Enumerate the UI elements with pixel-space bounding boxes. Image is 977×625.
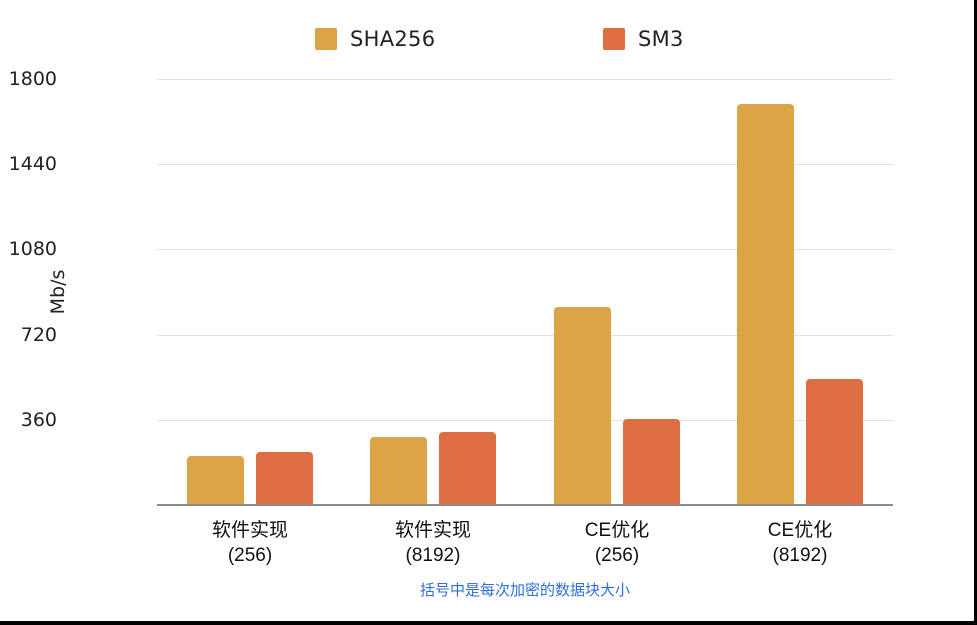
legend-label-sm3: SM3: [638, 27, 684, 51]
gridline-720: [157, 335, 893, 336]
bar-sm3-2: [439, 432, 496, 505]
bar-sha256-4: [737, 104, 794, 505]
legend-swatch-sha256: [315, 28, 337, 50]
x-axis-footnote: 括号中是每次加密的数据块大小: [419, 582, 630, 599]
bar-sm3-3: [623, 419, 680, 505]
x-category-label-4-line1: CE优化: [767, 520, 833, 541]
gridline-1440: [157, 164, 893, 165]
bar-sm3-4: [806, 379, 863, 505]
bar-sha256-3: [554, 307, 611, 505]
x-category-label-4-line2: (8192): [772, 545, 828, 566]
plot-area: 1800 1440 1080 720 360: [9, 68, 893, 506]
x-category-label-3: CE优化 (256): [537, 518, 697, 568]
y-tick-360: 360: [20, 409, 57, 431]
legend-item-sha256: SHA256: [315, 24, 435, 54]
legend-label-sha256: SHA256: [350, 27, 436, 51]
legend-item-sm3: SM3: [603, 24, 684, 54]
legend-swatch-sm3: [603, 28, 625, 50]
gridline-1080: [157, 249, 893, 250]
y-tick-1080: 1080: [8, 238, 57, 260]
x-category-label-2: 软件实现 (8192): [353, 518, 513, 568]
y-axis-label: Mb/s: [47, 269, 69, 315]
x-category-label-1-line2: (256): [227, 545, 273, 566]
gridline-360: [157, 420, 893, 421]
x-category-label-1-line1: 软件实现: [211, 520, 288, 541]
x-axis-baseline: [157, 504, 893, 506]
x-category-label-1: 软件实现 (256): [170, 518, 330, 568]
bar-sm3-1: [256, 452, 313, 505]
bar-sha256-2: [370, 437, 427, 505]
bar-sha256-1: [187, 456, 244, 505]
x-category-label-3-line2: (256): [594, 545, 640, 566]
x-category-label-2-line2: (8192): [405, 545, 461, 566]
y-tick-720: 720: [20, 324, 57, 346]
gridline-1800: [157, 79, 893, 80]
y-tick-1440: 1440: [8, 153, 57, 175]
legend: SHA256 SM3: [0, 24, 977, 54]
y-tick-1800: 1800: [8, 68, 57, 90]
x-category-label-4: CE优化 (8192): [720, 518, 880, 568]
x-category-label-2-line1: 软件实现: [394, 520, 471, 541]
x-category-label-3-line1: CE优化: [584, 520, 650, 541]
